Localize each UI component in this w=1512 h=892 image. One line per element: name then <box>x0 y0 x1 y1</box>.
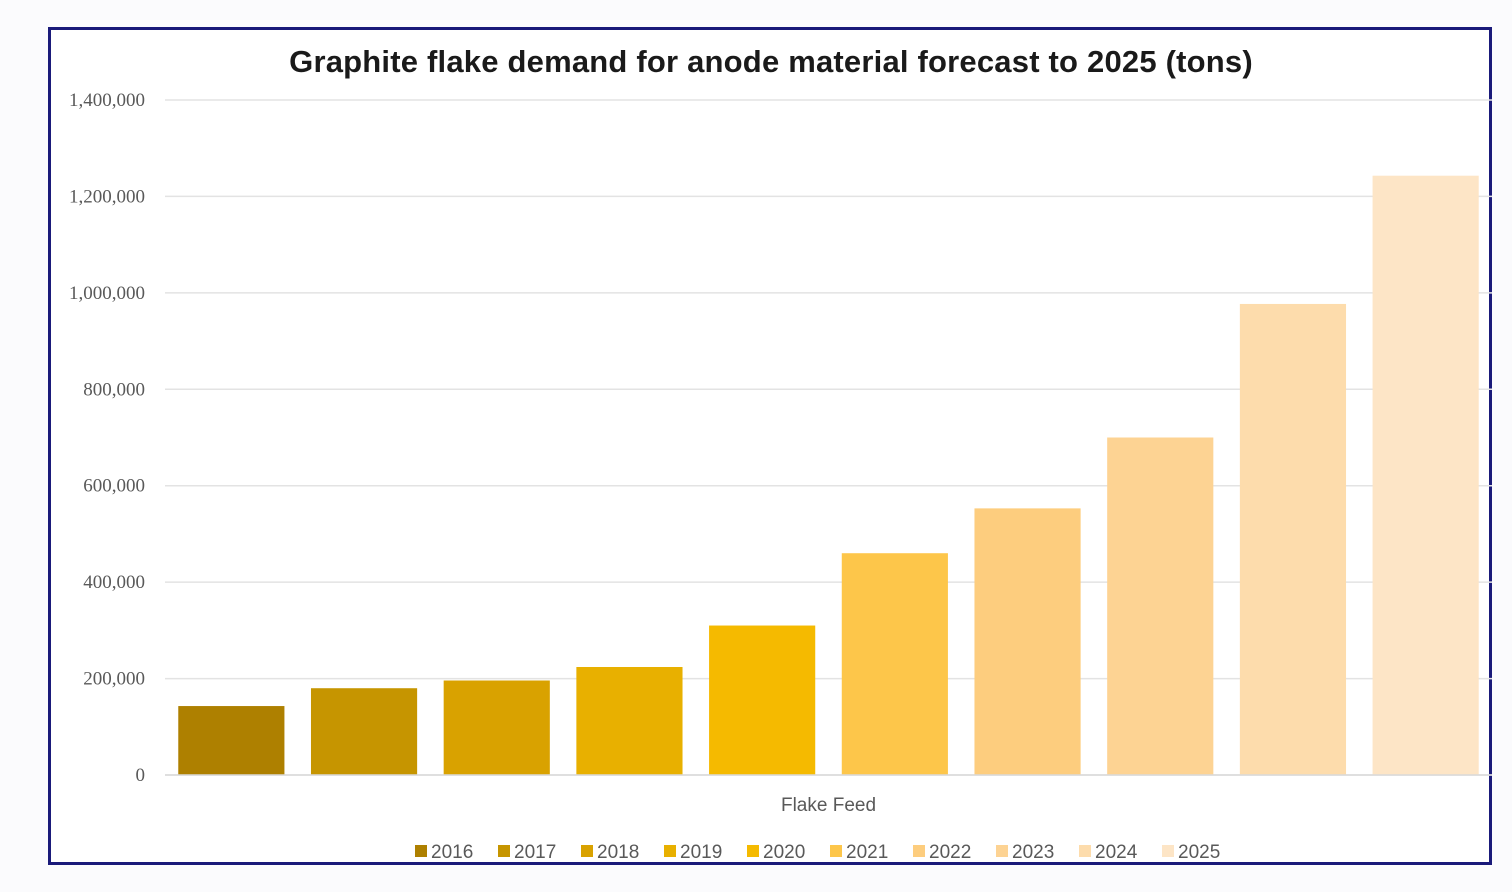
legend-swatch-2021 <box>830 845 842 857</box>
bar-2022 <box>974 508 1081 775</box>
legend: 2016 2017 2018 2019 2020 2021 2022 2023 2024 2025 <box>415 842 1220 863</box>
legend-swatch-2022 <box>913 845 925 857</box>
legend-label-2022: 2022 <box>929 842 971 863</box>
y-tick-label: 1,000,000 <box>69 283 145 304</box>
y-tick-label: 0 <box>136 765 146 786</box>
legend-swatch-2024 <box>1079 845 1091 857</box>
legend-swatch-2023 <box>996 845 1008 857</box>
y-tick-label: 1,400,000 <box>69 90 145 111</box>
bar-2018 <box>443 680 550 775</box>
y-tick-label: 400,000 <box>83 572 145 593</box>
bar-2020 <box>709 625 816 775</box>
bar-2021 <box>841 553 948 775</box>
legend-swatch-2017 <box>498 845 510 857</box>
legend-swatch-2025 <box>1162 845 1174 857</box>
legend-label-2021: 2021 <box>846 842 888 863</box>
legend-swatch-2018 <box>581 845 593 857</box>
y-tick-label: 600,000 <box>83 476 145 497</box>
bar-2025 <box>1372 175 1479 776</box>
y-axis-ticks: 0 200,000 400,000 600,000 800,000 1,000,000 1,… <box>69 90 145 786</box>
bar-2024 <box>1239 303 1347 775</box>
y-tick-label: 200,000 <box>83 669 145 690</box>
bar-2019 <box>576 667 683 775</box>
legend-label-2016: 2016 <box>431 842 473 863</box>
bars <box>178 175 1479 776</box>
y-tick-label: 800,000 <box>83 379 145 400</box>
legend-label-2018: 2018 <box>597 842 639 863</box>
legend-label-2020: 2020 <box>763 842 805 863</box>
bar-2023 <box>1107 437 1214 775</box>
legend-label-2024: 2024 <box>1095 842 1138 863</box>
legend-label-2019: 2019 <box>680 842 722 863</box>
legend-label-2025: 2025 <box>1178 842 1220 863</box>
bar-2016 <box>178 706 285 775</box>
bar-2017 <box>310 688 418 775</box>
legend-swatch-2019 <box>664 845 676 857</box>
legend-label-2017: 2017 <box>514 842 556 863</box>
y-tick-label: 1,200,000 <box>69 186 145 207</box>
legend-swatch-2020 <box>747 845 759 857</box>
legend-swatch-2016 <box>415 845 427 857</box>
legend-label-2023: 2023 <box>1012 842 1054 863</box>
x-axis-title: Flake Feed <box>781 795 876 816</box>
chart-title: Graphite flake demand for anode material… <box>289 44 1253 79</box>
